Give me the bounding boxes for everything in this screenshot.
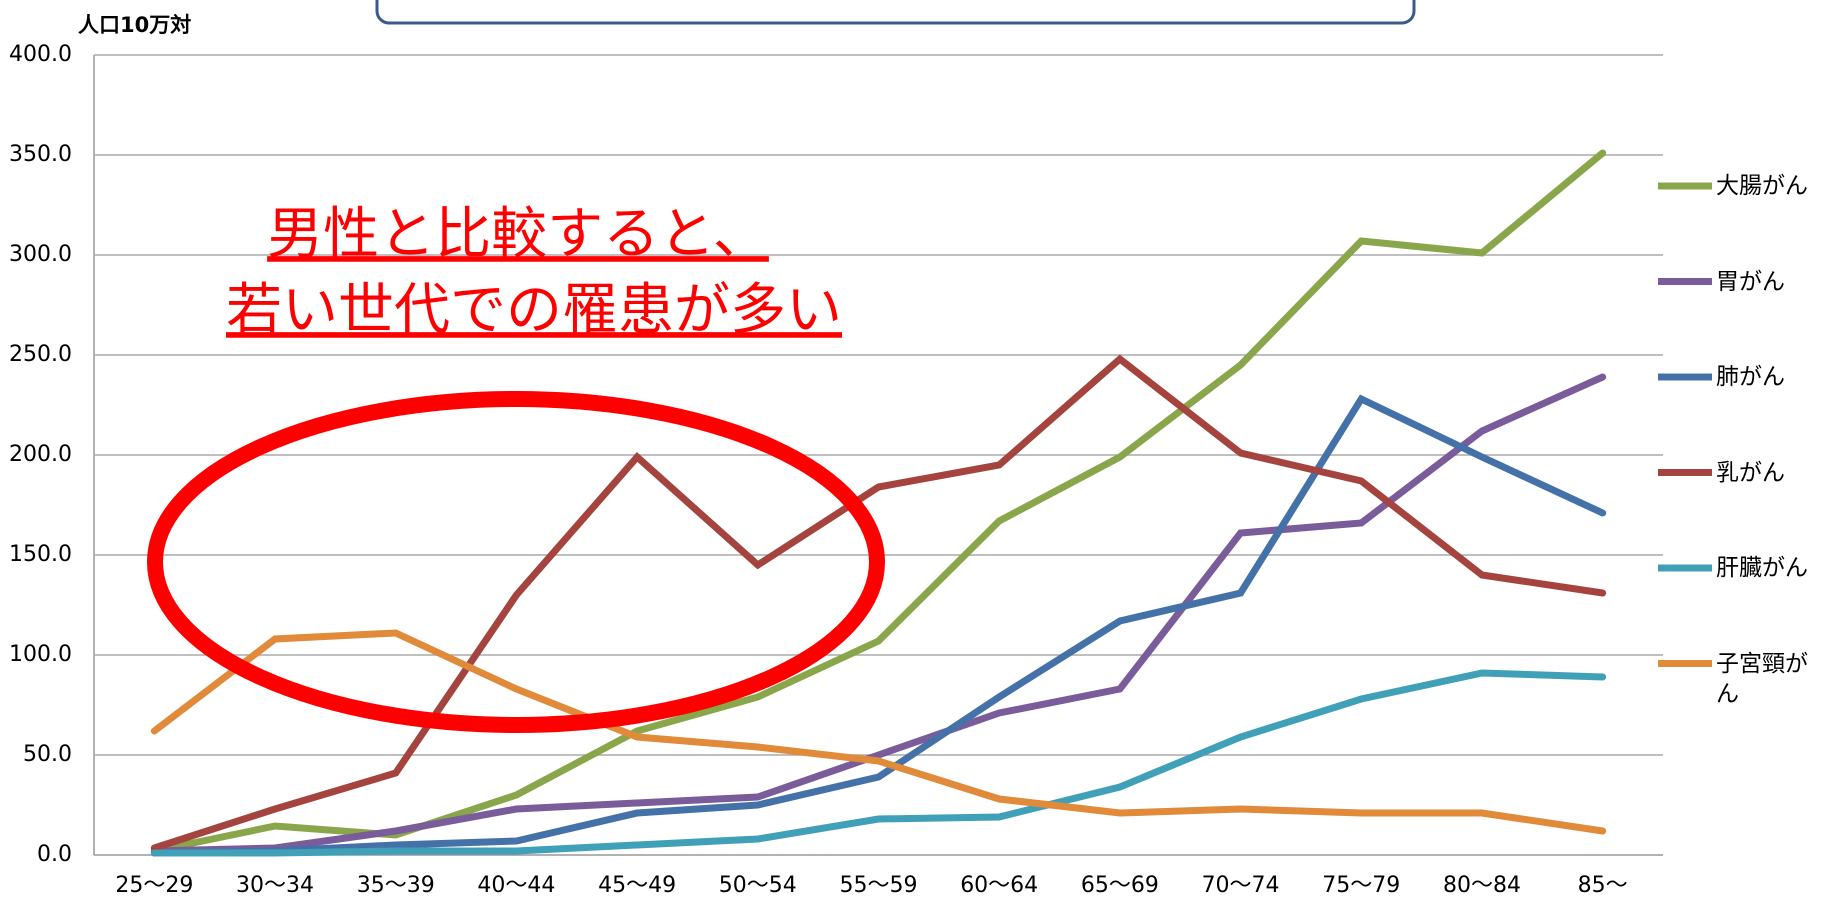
x-tick-label: 25～29 (115, 873, 193, 897)
y-tick-label: 50.0 (23, 742, 72, 767)
annotation: 若い世代での罹患が多い (226, 278, 842, 343)
y-axis-label: 人口10万対 (78, 13, 191, 37)
y-tick-label: 400.0 (9, 42, 72, 67)
x-tick-label: 45～49 (598, 873, 676, 897)
x-tick-label: 35～39 (357, 873, 435, 897)
y-tick-label: 350.0 (9, 142, 72, 167)
y-tick-label: 100.0 (9, 642, 72, 667)
series-line (150, 373, 1607, 855)
x-tick-label: 65～69 (1081, 873, 1159, 897)
x-tick-label: 80～84 (1443, 873, 1521, 897)
x-tick-label: 40～44 (477, 873, 555, 897)
legend-label: 胃がん (1716, 268, 1785, 295)
y-tick-label: 0.0 (37, 842, 72, 867)
x-tick-label: 50～54 (719, 873, 797, 897)
x-tick-label: 55～59 (840, 873, 918, 897)
y-tick-label: 150.0 (9, 542, 72, 567)
y-tick-label: 200.0 (9, 442, 72, 467)
annotation: 男性と比較すると、 (267, 202, 769, 267)
series-line (150, 149, 1607, 855)
legend-label: 肝臓がん (1716, 555, 1808, 581)
highlight-ellipse (147, 391, 885, 733)
y-tick-label: 300.0 (9, 242, 72, 267)
series-line (150, 669, 1607, 857)
x-tick-label: 60～64 (960, 873, 1038, 897)
x-tick-label: 75～79 (1322, 873, 1400, 897)
y-tick-label: 250.0 (9, 342, 72, 367)
x-tick-label: 70～74 (1202, 873, 1280, 897)
series-line (150, 354, 1607, 852)
title-box (375, 0, 1416, 25)
legend-label: 子宮頸がん (1716, 650, 1808, 707)
series-line (150, 394, 1607, 857)
legend-label: 大腸がん (1716, 173, 1808, 199)
x-tick-label: 30～34 (236, 873, 314, 897)
legend-label: 肺がん (1716, 364, 1785, 390)
legend-label: 乳がん (1716, 459, 1785, 486)
series-line (150, 629, 1607, 835)
x-tick-label: 85～ (1578, 873, 1628, 897)
